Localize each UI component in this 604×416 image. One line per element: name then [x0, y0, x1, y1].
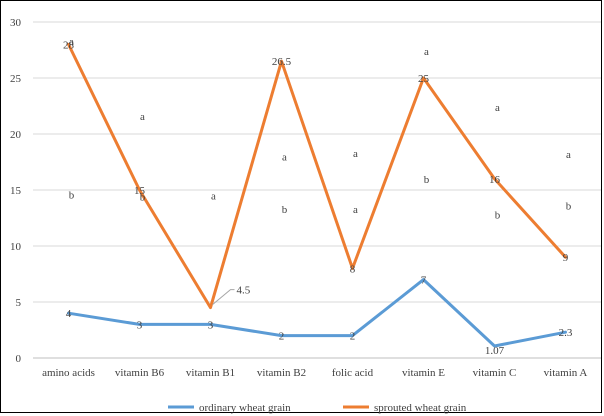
- significance-letter: a: [211, 191, 216, 203]
- y-axis: 0 5 10 15 20 25 30: [10, 17, 22, 365]
- x-tick-label: amino acids: [42, 367, 95, 379]
- significance-letter: b: [495, 210, 501, 222]
- series-group: 4 3 3 2 2 7 1.07 2.3 28 15 4.5 26.5 8 25 16 9: [63, 39, 573, 357]
- x-axis: amino acids vitamin B6 vitamin B1 vitamin B…: [42, 367, 587, 379]
- significance-letter: b: [282, 204, 288, 216]
- significance-letter: a: [140, 111, 145, 123]
- data-label: 2.3: [559, 327, 573, 339]
- leader-line: [212, 289, 235, 305]
- significance-letter: a: [353, 148, 358, 160]
- x-tick-label: vitamin B2: [257, 367, 306, 379]
- series-line-1: [67, 42, 567, 310]
- legend: ordinary wheat grain sprouted wheat grain: [168, 402, 467, 414]
- significance-letter: a: [566, 149, 571, 161]
- x-tick-label: vitamin B1: [186, 367, 235, 379]
- significance-letter: b: [566, 201, 572, 213]
- data-label: 28: [63, 39, 75, 51]
- legend-label: ordinary wheat grain: [199, 402, 291, 414]
- x-tick-label: folic acid: [332, 367, 374, 379]
- grid: [33, 21, 601, 359]
- data-label: 3: [208, 319, 214, 331]
- data-label: 4: [66, 308, 72, 320]
- y-tick-label: 20: [10, 129, 22, 141]
- data-label: 16: [489, 174, 501, 186]
- significance-letter: b: [140, 192, 146, 204]
- significance-letter: a: [424, 46, 429, 58]
- y-tick-label: 30: [10, 17, 22, 29]
- y-tick-label: 5: [16, 297, 22, 309]
- data-label: 25: [418, 73, 430, 85]
- x-tick-label: vitamin A: [544, 367, 588, 379]
- series-line-0: [67, 278, 567, 348]
- data-label: 7: [421, 275, 427, 287]
- significance-letter: a: [69, 36, 74, 48]
- data-label: 8: [350, 263, 356, 275]
- data-label: 2: [350, 331, 356, 343]
- significance-letter: b: [69, 189, 75, 201]
- data-label: 26.5: [272, 56, 292, 68]
- data-label: 15: [134, 185, 146, 197]
- significance-letters: a b a b a a b a a a b a b a b: [69, 36, 572, 222]
- significance-letter: b: [424, 174, 430, 186]
- significance-letter: a: [282, 151, 287, 163]
- y-tick-label: 10: [10, 241, 22, 253]
- significance-letter: a: [495, 102, 500, 114]
- significance-letter: a: [353, 204, 358, 216]
- data-label: 1.07: [485, 345, 505, 357]
- y-tick-label: 0: [16, 353, 22, 365]
- y-tick-label: 15: [10, 185, 22, 197]
- data-label: 9: [563, 252, 569, 264]
- data-label: 2: [279, 331, 285, 343]
- x-tick-label: vitamin C: [473, 367, 517, 379]
- data-label: 4.5: [237, 285, 251, 297]
- legend-label: sprouted wheat grain: [374, 402, 467, 414]
- x-tick-label: vitamin B6: [115, 367, 165, 379]
- y-tick-label: 25: [10, 73, 22, 85]
- data-label: 3: [137, 319, 143, 331]
- x-tick-label: vitamin E: [402, 367, 445, 379]
